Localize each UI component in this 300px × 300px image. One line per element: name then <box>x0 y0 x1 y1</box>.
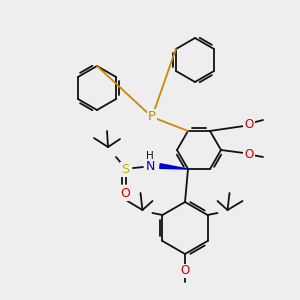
Text: H: H <box>146 151 154 161</box>
Text: O: O <box>120 187 130 200</box>
Text: N: N <box>145 160 155 172</box>
Text: O: O <box>244 148 253 161</box>
Text: P: P <box>148 110 156 124</box>
Polygon shape <box>160 164 188 169</box>
Text: O: O <box>244 118 253 130</box>
Text: S: S <box>121 163 129 176</box>
Text: O: O <box>180 265 190 278</box>
